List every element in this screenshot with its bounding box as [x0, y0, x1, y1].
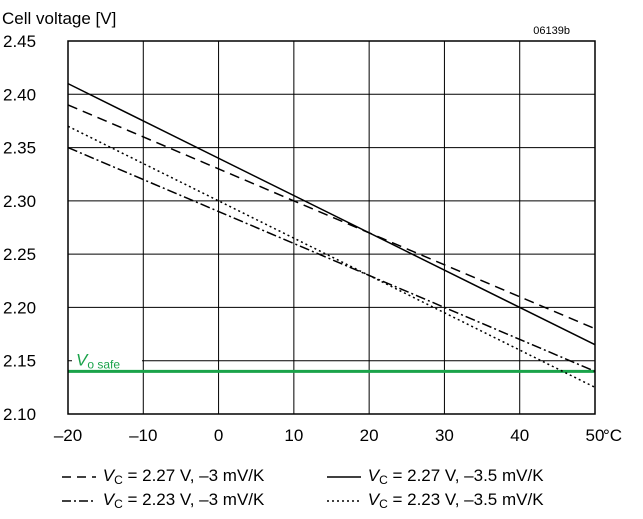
- legend-item-3: VC = 2.23 V, –3 mV/K: [60, 490, 264, 514]
- series-line-3: [68, 148, 595, 372]
- vc-symbol: V: [103, 466, 114, 485]
- series-line-4: [68, 126, 595, 387]
- vc-subscript: C: [114, 473, 123, 487]
- x-tick-label: –20: [54, 426, 82, 445]
- vc-symbol: V: [368, 490, 379, 509]
- chart-code: 06139b: [533, 25, 570, 37]
- x-tick-label: 20: [360, 426, 379, 445]
- grid: [68, 41, 595, 414]
- dashdot-line-swatch: [60, 496, 98, 506]
- y-tick-label: 2.10: [3, 405, 36, 424]
- line-chart: Cell voltage [V] 06139b Vo safe –20 –10 0 1…: [0, 0, 643, 460]
- x-unit-label: °C: [603, 426, 622, 445]
- solid-line-swatch: [325, 472, 363, 482]
- legend-text-2: = 2.27 V, –3.5 mV/K: [388, 466, 544, 485]
- series-line-1: [68, 105, 595, 329]
- x-tick-label: –10: [129, 426, 157, 445]
- x-tick-label: 30: [435, 426, 454, 445]
- vc-subscript: C: [379, 497, 388, 511]
- vc-symbol: V: [368, 466, 379, 485]
- legend-text-4: = 2.23 V, –3.5 mV/K: [388, 490, 544, 509]
- y-tick-label: 2.20: [3, 298, 36, 317]
- dashed-line-swatch: [60, 472, 98, 482]
- y-tick-label: 2.15: [3, 352, 36, 371]
- vc-subscript: C: [114, 497, 123, 511]
- plot-frame: [68, 41, 595, 414]
- y-tick-labels: 2.10 2.15 2.20 2.25 2.30 2.35 2.40 2.45: [3, 32, 36, 424]
- dotted-line-swatch: [325, 496, 363, 506]
- y-tick-label: 2.25: [3, 245, 36, 264]
- x-tick-labels: –20 –10 0 10 20 30 40 50: [54, 426, 605, 445]
- legend-text-3: = 2.23 V, –3 mV/K: [123, 490, 265, 509]
- legend-item-1: VC = 2.27 V, –3 mV/K: [60, 466, 264, 490]
- legend-item-4: VC = 2.23 V, –3.5 mV/K: [325, 490, 544, 514]
- legend-item-2: VC = 2.27 V, –3.5 mV/K: [325, 466, 544, 490]
- y-axis-label: Cell voltage [V]: [2, 9, 116, 28]
- y-tick-label: 2.45: [3, 32, 36, 51]
- y-tick-label: 2.30: [3, 192, 36, 211]
- vc-subscript: C: [379, 473, 388, 487]
- x-tick-label: 50: [586, 426, 605, 445]
- y-tick-label: 2.40: [3, 85, 36, 104]
- series-line-2: [68, 84, 595, 345]
- legend-text-1: = 2.27 V, –3 mV/K: [123, 466, 265, 485]
- x-tick-label: 0: [214, 426, 223, 445]
- y-tick-label: 2.35: [3, 139, 36, 158]
- x-tick-label: 40: [510, 426, 529, 445]
- vc-symbol: V: [103, 490, 114, 509]
- x-tick-label: 10: [284, 426, 303, 445]
- series-lines: [68, 84, 595, 388]
